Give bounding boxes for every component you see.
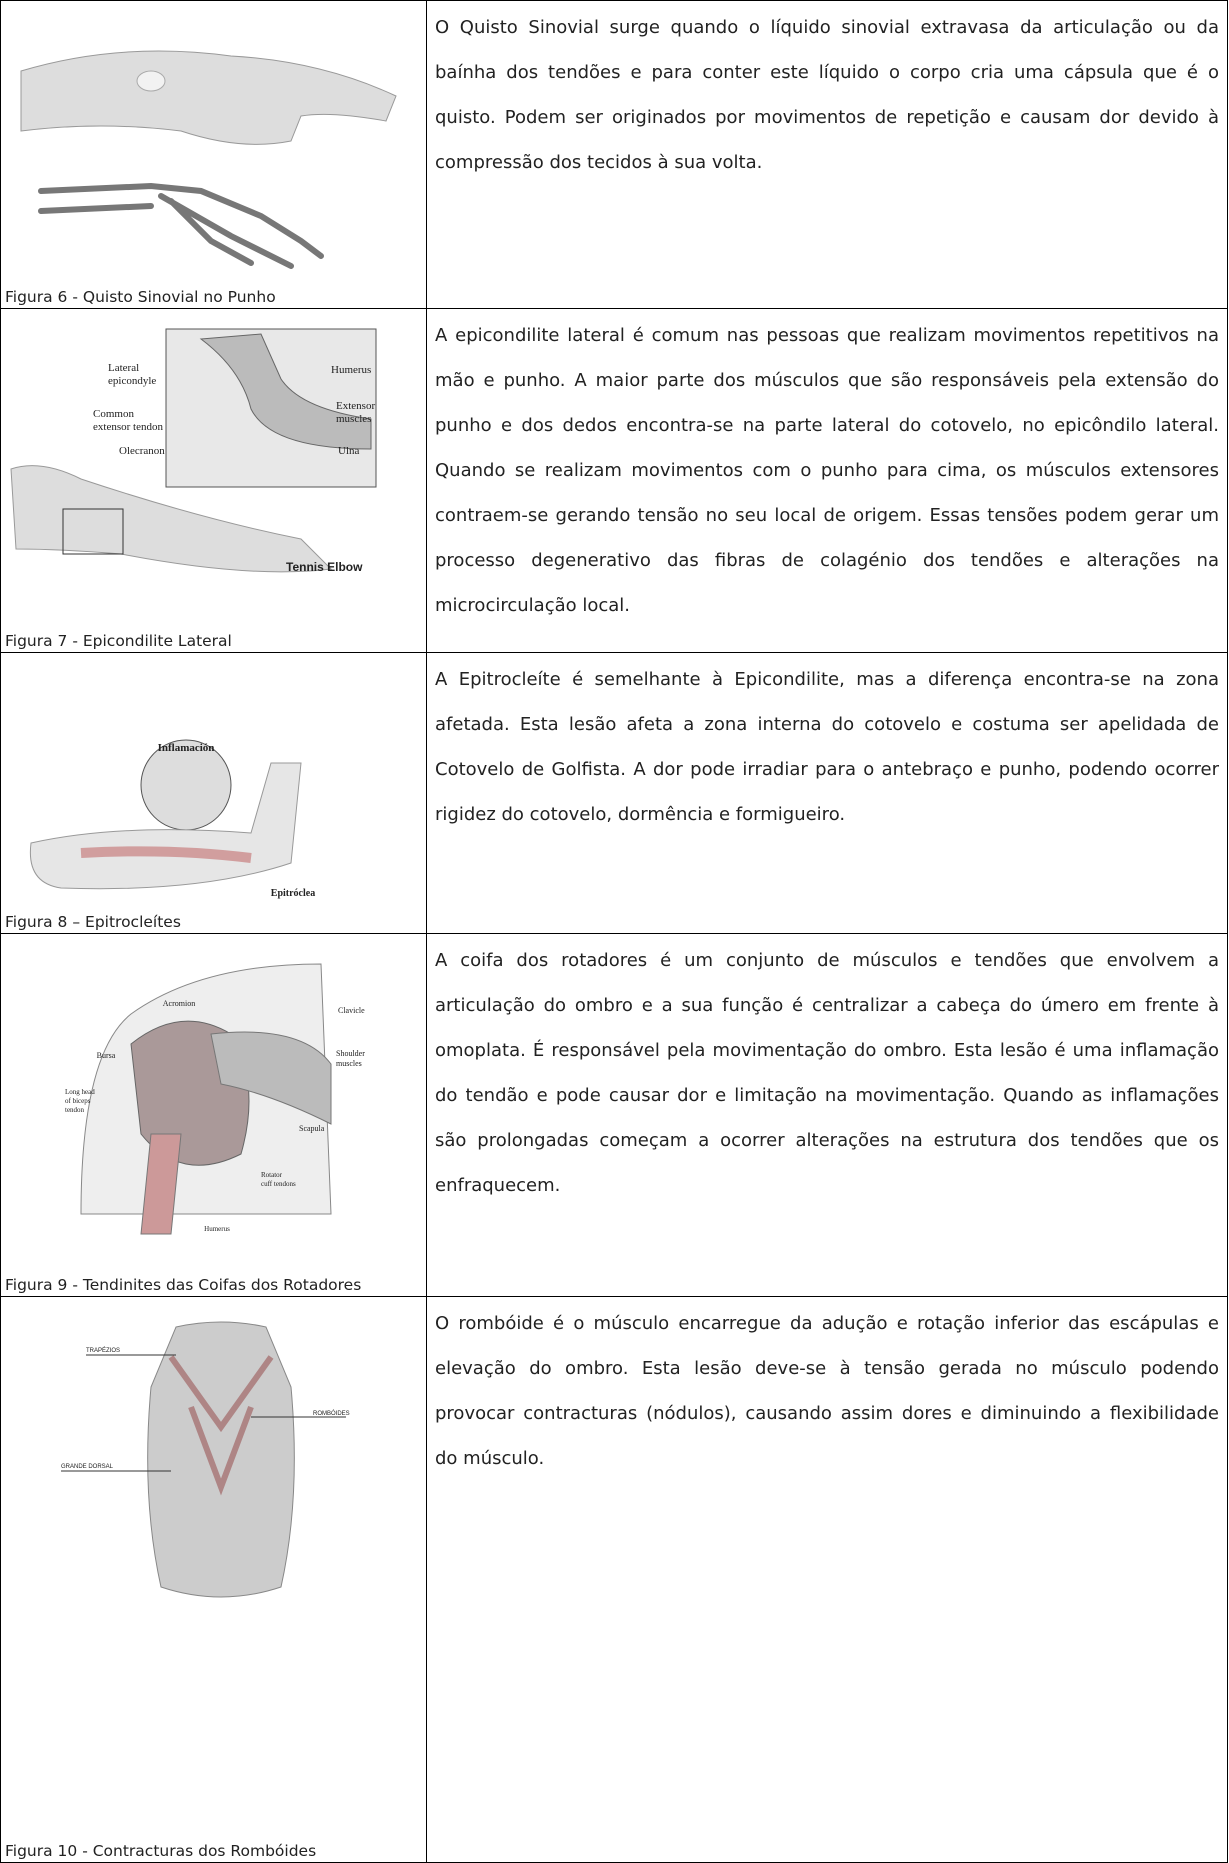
figure-label: cuff tendons: [261, 1180, 296, 1188]
illustration-shape: [199, 333, 372, 450]
table-row: Acromion Clavicle Bursa Shoulder muscles Long…: [0, 933, 1228, 1296]
illustration-shape: [38, 182, 324, 269]
figure-label: TRAPÉZIOS: [86, 1347, 120, 1354]
figure-image: InflamaciónTendónEpitróclea: [29, 739, 315, 899]
illustration-shape: [168, 1355, 274, 1496]
figure-label: Clavicle: [338, 1006, 365, 1015]
illustration-shape: [20, 50, 397, 145]
description-text: O rombóide é o músculo encarregue da adu…: [435, 1313, 1219, 1469]
figure-cell: Lateral epicondyle Humerus Common extensor t…: [1, 309, 427, 652]
illustration-shape: [62, 508, 124, 555]
illustration-shape: [80, 846, 252, 863]
illustration-shape: [10, 465, 333, 573]
figure-label: Extensor: [336, 400, 375, 412]
figure-label: ROMBÓIDES: [313, 1410, 350, 1417]
illustration-shape: [140, 1133, 182, 1235]
figure-label: muscles: [336, 413, 371, 425]
figure-image: [20, 50, 397, 269]
description-text: O Quisto Sinovial surge quando o líquido…: [435, 17, 1219, 173]
description-text: A Epitrocleíte é semelhante à Epicondili…: [435, 669, 1219, 825]
figure-label: Rotator: [261, 1171, 283, 1179]
figure-caption: Figura 7 - Epicondilite Lateral: [5, 632, 232, 650]
figure-cell: Acromion Clavicle Bursa Shoulder muscles Long…: [1, 934, 427, 1296]
illustration-shape: [210, 1031, 332, 1125]
figure-label: extensor tendon: [93, 421, 163, 433]
figure-label: Epitróclea: [271, 888, 315, 899]
figure-label: Shoulder: [336, 1049, 365, 1058]
figure-label: GRANDE DORSAL: [61, 1464, 114, 1470]
figure-caption: Figura 8 – Epitrocleítes: [5, 913, 181, 931]
figure-label: Bursa: [97, 1051, 116, 1060]
figure-label: Humerus: [331, 364, 371, 376]
table-row: Figura 6 - Quisto Sinovial no Punho O Qui…: [0, 0, 1228, 308]
figure-cell: InflamaciónTendónEpitróclea Figura 8 – Ep…: [1, 653, 427, 933]
figure-caption: Figura 6 - Quisto Sinovial no Punho: [5, 288, 276, 306]
figure-label: Long head: [65, 1088, 95, 1096]
figure-label: Olecranon: [119, 445, 165, 457]
table-row: InflamaciónTendónEpitróclea Figura 8 – Ep…: [0, 652, 1228, 933]
figure-label: of biceps: [65, 1097, 91, 1105]
figure-label: epicondyle: [108, 375, 156, 387]
figure-label: muscles: [336, 1059, 362, 1068]
figure-label: tendon: [65, 1106, 85, 1114]
description-text: A coifa dos rotadores é um conjunto de m…: [435, 950, 1219, 1196]
table-row: Lateral epicondyle Humerus Common extensor t…: [0, 308, 1228, 652]
figure-label: Scapula: [299, 1124, 325, 1133]
description-text: A epicondilite lateral é comum nas pesso…: [435, 325, 1219, 616]
figure-caption: Figura 9 - Tendinites das Coifas dos Rot…: [5, 1276, 362, 1294]
table-row: TRAPÉZIOS ROMBÓIDES GRANDE DORSAL Figura 10…: [0, 1296, 1228, 1863]
figure-caption: Figura 10 - Contracturas dos Rombóides: [5, 1842, 317, 1860]
illustration-shape: [147, 1321, 295, 1598]
figure-cell: TRAPÉZIOS ROMBÓIDES GRANDE DORSAL Figura 10…: [1, 1297, 427, 1862]
illustration-shape: [136, 70, 166, 92]
figure-label: Lateral: [108, 362, 139, 374]
figure-label: Inflamación: [158, 742, 215, 754]
figure-label: Humerus: [204, 1225, 230, 1233]
figure-label: Acromion: [163, 999, 195, 1008]
figure-image: TRAPÉZIOS ROMBÓIDES GRANDE DORSAL: [61, 1321, 350, 1598]
figure-label: Common: [93, 408, 134, 420]
figure-label: Ulna: [338, 445, 360, 457]
figure-label: Tennis Elbow: [286, 560, 363, 574]
figure-cell: Figura 6 - Quisto Sinovial no Punho: [1, 1, 427, 308]
